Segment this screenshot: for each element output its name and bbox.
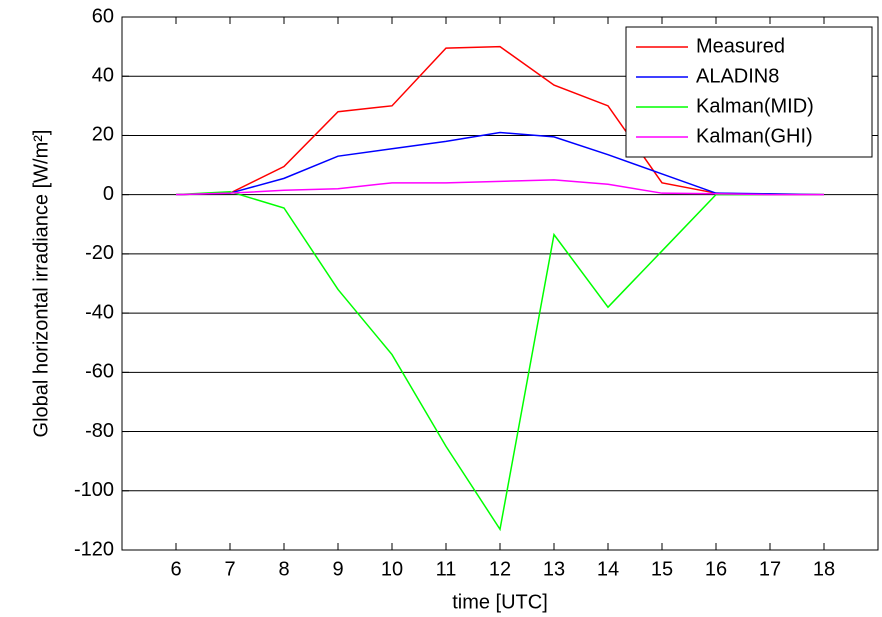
- y-tick-label: -120: [74, 538, 114, 560]
- x-tick-label: 12: [489, 558, 511, 580]
- series-line: [175, 179, 824, 196]
- legend-label: Kalman(MID): [696, 95, 814, 117]
- legend-label: Measured: [696, 35, 785, 57]
- x-tick-label: 7: [224, 558, 235, 580]
- x-tick-label: 16: [705, 558, 727, 580]
- y-tick-label: -100: [74, 479, 114, 501]
- x-tick-label: 15: [651, 558, 673, 580]
- y-tick-label: 40: [92, 65, 114, 87]
- y-tick-label: -80: [85, 420, 114, 442]
- y-tick-label: 20: [92, 124, 114, 146]
- x-tick-label: 18: [813, 558, 835, 580]
- x-tick-label: 6: [170, 558, 181, 580]
- axes-box: [121, 16, 879, 551]
- x-tick-label: 14: [597, 558, 619, 580]
- x-tick-label: 17: [759, 558, 781, 580]
- y-tick-label: -20: [85, 242, 114, 264]
- y-tick-label: 60: [92, 5, 114, 27]
- y-tick-label: -60: [85, 361, 114, 383]
- series-line: [175, 190, 824, 532]
- legend-label: Kalman(GHI): [696, 125, 813, 147]
- y-axis-label: Global horizontal irradiance [W/m²]: [30, 130, 52, 438]
- x-axis-label: time [UTC]: [452, 591, 548, 613]
- x-tick-label: 9: [332, 558, 343, 580]
- x-tick-label: 11: [436, 558, 457, 580]
- x-tick-label: 10: [381, 558, 403, 580]
- x-tick-label: 13: [543, 558, 565, 580]
- y-tick-label: -40: [85, 301, 114, 323]
- legend-box: [625, 26, 873, 158]
- y-tick-label: 0: [103, 183, 114, 205]
- legend-label: ALADIN8: [696, 65, 779, 87]
- x-tick-label: 8: [278, 558, 289, 580]
